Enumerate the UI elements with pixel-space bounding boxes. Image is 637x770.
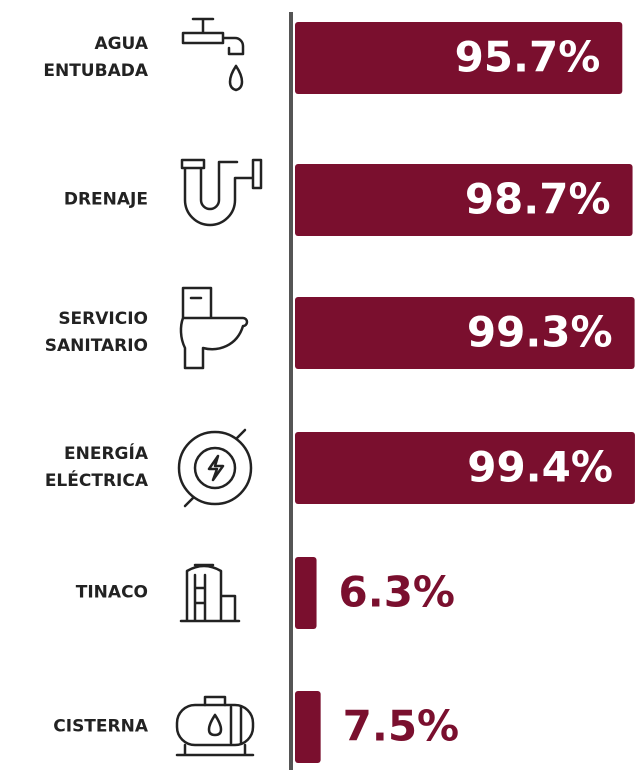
value-label: 98.7% <box>465 175 611 224</box>
icon <box>179 563 241 623</box>
value-label: 99.3% <box>467 308 613 357</box>
icon-part <box>175 695 255 757</box>
icon <box>177 428 253 508</box>
icon-part <box>183 428 247 508</box>
bar <box>295 297 635 369</box>
category-label: AGUA ENTUBADA <box>43 34 148 81</box>
category-label: CISTERNA <box>53 716 148 737</box>
bar <box>295 557 317 629</box>
icon-part <box>180 158 263 227</box>
icon-part <box>175 703 255 747</box>
bar <box>295 691 321 763</box>
category-label: SERVICIO SANITARIO <box>44 309 148 356</box>
icon <box>180 158 263 227</box>
category-label: TINACO <box>75 582 148 603</box>
value-label: 7.5% <box>343 702 459 751</box>
icon-part <box>181 17 245 92</box>
icon <box>179 286 249 370</box>
icon-part <box>179 286 249 370</box>
category-label: DRENAJE <box>63 189 148 210</box>
icon-part <box>179 563 241 623</box>
value-label: 6.3% <box>339 568 455 617</box>
bar <box>295 22 623 94</box>
icon-part <box>193 446 237 490</box>
category-label: ENERGÍA ELÉCTRICA <box>44 444 148 491</box>
value-label: 95.7% <box>455 33 601 82</box>
icon-part <box>177 430 253 506</box>
bar <box>295 432 635 504</box>
value-label: 99.4% <box>467 443 613 492</box>
icon <box>181 17 245 92</box>
bar <box>295 164 633 236</box>
icon <box>175 695 255 757</box>
